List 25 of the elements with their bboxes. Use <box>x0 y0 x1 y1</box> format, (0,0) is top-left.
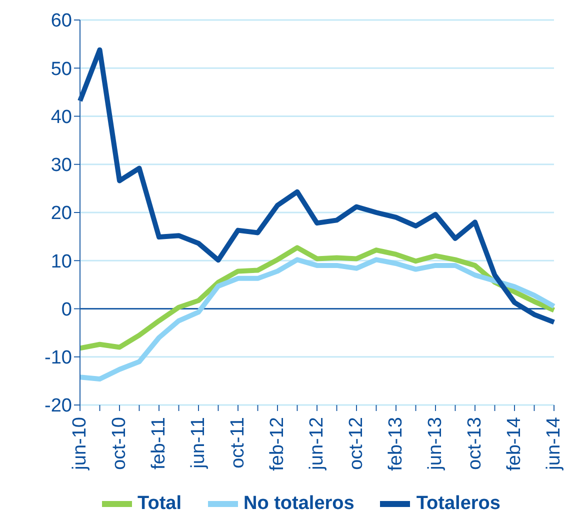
legend-label: No totaleros <box>244 493 354 515</box>
x-tick-label: oct-11 <box>228 417 248 468</box>
y-tick-label: 60 <box>50 10 72 32</box>
x-tick-label: jun-12 <box>306 417 328 471</box>
y-tick-label: 40 <box>50 106 72 128</box>
y-tick-label: 10 <box>50 251 72 272</box>
x-tick-label: oct-10 <box>109 417 130 470</box>
y-tick-label: -10 <box>44 348 72 369</box>
y-tick-label: 20 <box>50 203 72 224</box>
y-tick-label: 0 <box>61 299 72 320</box>
x-tick-label: feb-12 <box>267 417 288 471</box>
y-tick-label: 30 <box>50 155 72 176</box>
y-tick-label: -20 <box>44 396 72 417</box>
legend-label: Total <box>138 493 182 515</box>
x-tick-label: jun-10 <box>70 417 90 471</box>
x-tick-label: jun-11 <box>188 417 209 470</box>
x-tick-label: jun-14 <box>544 416 564 471</box>
x-tick-label: feb-14 <box>504 416 525 471</box>
legend-label: Totaleros <box>416 493 500 515</box>
x-tick-label: feb-11 <box>148 417 170 470</box>
x-tick-label: oct-12 <box>346 417 367 470</box>
y-tick-label: 50 <box>50 58 72 80</box>
x-tick-label: oct-13 <box>464 417 486 470</box>
x-tick-label: jun-13 <box>425 417 446 471</box>
x-tick-label: feb-13 <box>386 417 406 471</box>
